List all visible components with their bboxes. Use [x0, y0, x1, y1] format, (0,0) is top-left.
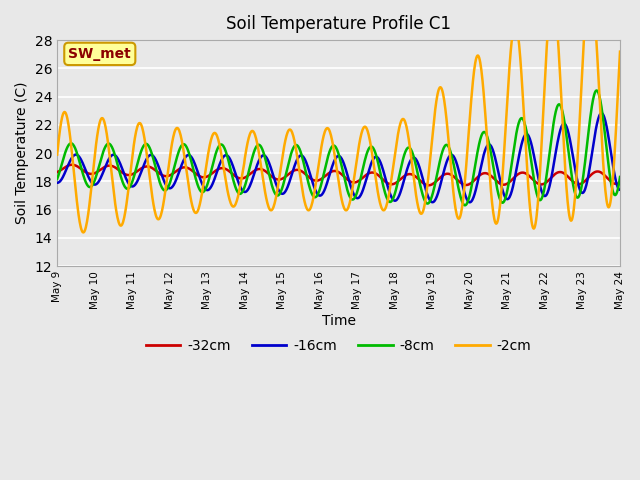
Title: Soil Temperature Profile C1: Soil Temperature Profile C1 [226, 15, 451, 33]
Text: SW_met: SW_met [68, 47, 131, 61]
Legend: -32cm, -16cm, -8cm, -2cm: -32cm, -16cm, -8cm, -2cm [140, 334, 537, 359]
Y-axis label: Soil Temperature (C): Soil Temperature (C) [15, 82, 29, 224]
X-axis label: Time: Time [321, 314, 356, 328]
